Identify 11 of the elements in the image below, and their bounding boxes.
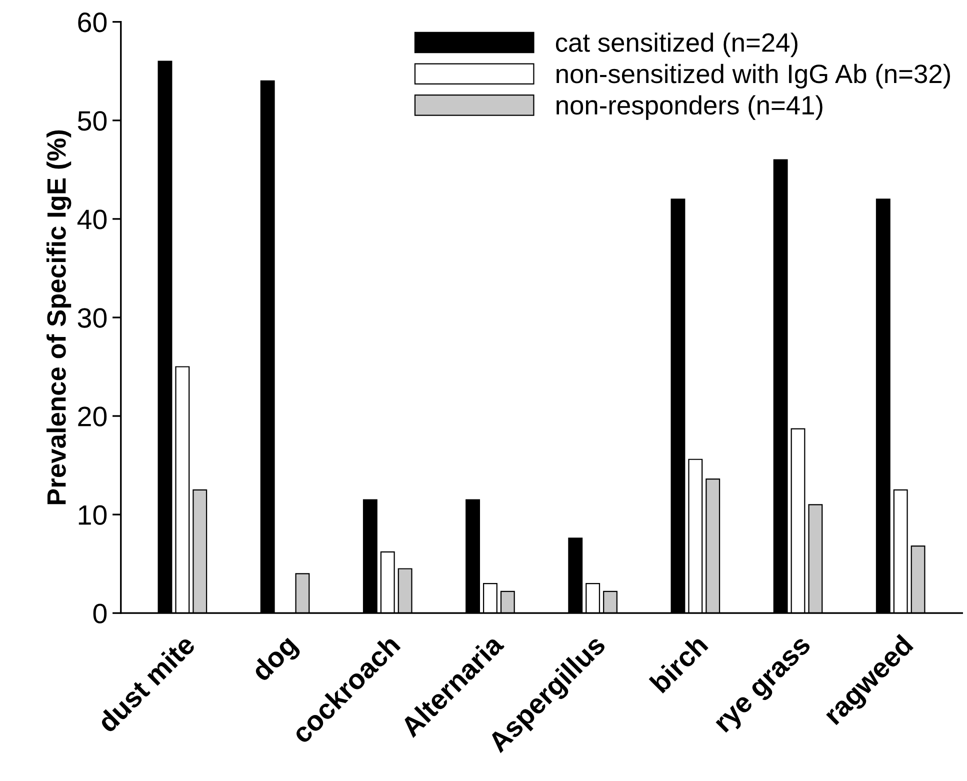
y-tick-label: 0 [93,604,107,624]
y-tick-label: 10 [78,505,107,525]
y-axis-title: Prevalence of Specific IgE (%) [46,130,72,504]
y-tick-label: 40 [77,210,107,230]
legend-label: non-responders (n=41) [556,95,822,120]
y-tick-label: 20 [78,406,107,426]
y-tick-label: 50 [78,111,107,131]
y-tick-label: 30 [78,308,107,328]
y-tick-label: 60 [78,12,107,32]
legend-label: cat sensitized (n=24) [556,32,798,58]
legend-label: non-sensitized with IgG Ab (n=32) [556,64,950,88]
